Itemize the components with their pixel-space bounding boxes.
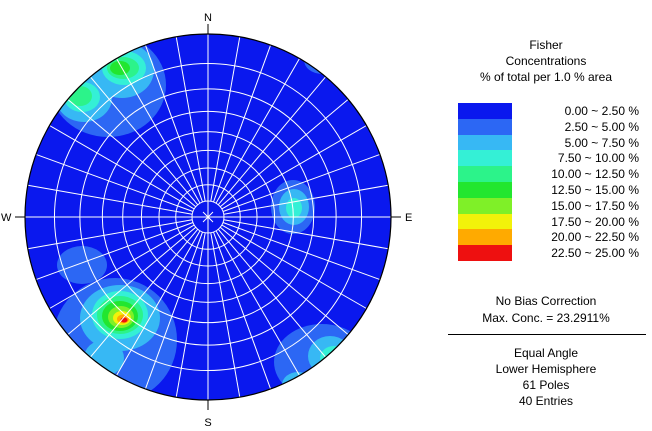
- grid-spoke: [89, 76, 199, 206]
- grid-spoke: [67, 98, 197, 208]
- grid-spoke: [49, 224, 195, 309]
- grid-spoke: [210, 232, 241, 398]
- legend-bin-label: 15.00 ~ 17.50 %: [551, 198, 639, 213]
- max-concentration: Max. Conc. = 23.2911%: [482, 311, 610, 325]
- net-grid: [25, 34, 391, 400]
- grid-spoke: [213, 44, 272, 203]
- legend-bin-label: 7.50 ~ 10.00 %: [557, 151, 639, 166]
- pole-count: 61 Poles: [522, 378, 570, 392]
- grid-spoke: [35, 222, 194, 281]
- legend-swatch: [458, 118, 512, 135]
- legend-bin-label: 2.50 ~ 5.00 %: [564, 119, 639, 134]
- grid-spoke: [35, 153, 194, 212]
- south-label: S: [204, 417, 211, 429]
- legend-swatch: [458, 166, 512, 183]
- grid-spoke: [27, 184, 193, 215]
- grid-spoke: [213, 231, 272, 390]
- contour-patch: [57, 246, 107, 284]
- grid-spoke: [175, 36, 206, 202]
- legend-subtitle: Concentrations: [505, 54, 587, 68]
- grid-spoke: [222, 153, 381, 212]
- bias-correction: No Bias Correction: [495, 294, 597, 308]
- grid-spoke: [175, 232, 206, 398]
- grid-spoke: [219, 226, 349, 336]
- legend-swatch: [458, 213, 512, 230]
- legend-swatch: [458, 197, 512, 214]
- grid-spoke: [217, 76, 327, 206]
- entry-count: 40 Entries: [518, 394, 574, 408]
- legend-swatch: [458, 134, 512, 151]
- contour-patch: [304, 46, 340, 74]
- grid-spoke: [89, 228, 199, 358]
- grid-spoke: [215, 58, 300, 204]
- projection-type: Equal Angle: [513, 346, 579, 360]
- legend-swatch: [458, 103, 512, 119]
- contour-patch: [110, 61, 130, 75]
- tick-marks: [15, 24, 401, 410]
- legend-bin-label: 12.50 ~ 15.00 %: [551, 183, 639, 197]
- grid-spoke: [223, 184, 389, 215]
- legend-swatch: [458, 245, 512, 262]
- legend-units: % of total per 1.0 % area: [479, 70, 613, 84]
- hemisphere: Lower Hemisphere: [495, 362, 597, 376]
- legend-bin-label: 0.00 ~ 2.50 %: [564, 104, 639, 118]
- east-label: E: [405, 212, 412, 224]
- grid-spoke: [210, 36, 241, 202]
- legend-title: Fisher: [529, 38, 563, 52]
- legend-bin-label: 10.00 ~ 12.50 %: [551, 167, 639, 182]
- grid-spoke: [67, 226, 197, 336]
- grid-spoke: [221, 125, 367, 210]
- grid-spoke: [221, 224, 367, 309]
- legend-bin-label: 5.00 ~ 7.50 %: [564, 135, 639, 150]
- grid-spoke: [223, 219, 389, 250]
- grid-spoke: [144, 231, 203, 390]
- grid-spoke: [116, 230, 201, 376]
- grid-spoke: [219, 98, 349, 208]
- legend-bin-label: 17.50 ~ 20.00 %: [551, 214, 639, 229]
- west-label: W: [1, 212, 12, 224]
- center-cross: [202, 211, 214, 223]
- legend-swatch: [458, 182, 512, 198]
- legend-divider: [448, 334, 646, 335]
- grid-spoke: [217, 228, 327, 358]
- legend-swatch: [458, 150, 512, 167]
- grid-spoke: [116, 58, 201, 204]
- contour-patch: [274, 324, 370, 400]
- north-label: N: [204, 12, 212, 24]
- contour-patch: [308, 336, 352, 376]
- contour-patch: [84, 340, 124, 376]
- legend-bin-label: 20.00 ~ 22.50 %: [551, 230, 639, 245]
- legend-panel: Fisher Concentrations % of total per 1.0…: [440, 0, 652, 431]
- grid-spoke: [215, 230, 300, 376]
- grid-spoke: [49, 125, 195, 210]
- legend-bin-label: 22.50 ~ 25.00 %: [551, 246, 639, 261]
- grid-spoke: [27, 219, 193, 250]
- stereonet: N S W E: [1, 12, 412, 429]
- legend-swatch: [458, 229, 512, 246]
- grid-spoke: [222, 222, 381, 281]
- grid-spoke: [144, 44, 203, 203]
